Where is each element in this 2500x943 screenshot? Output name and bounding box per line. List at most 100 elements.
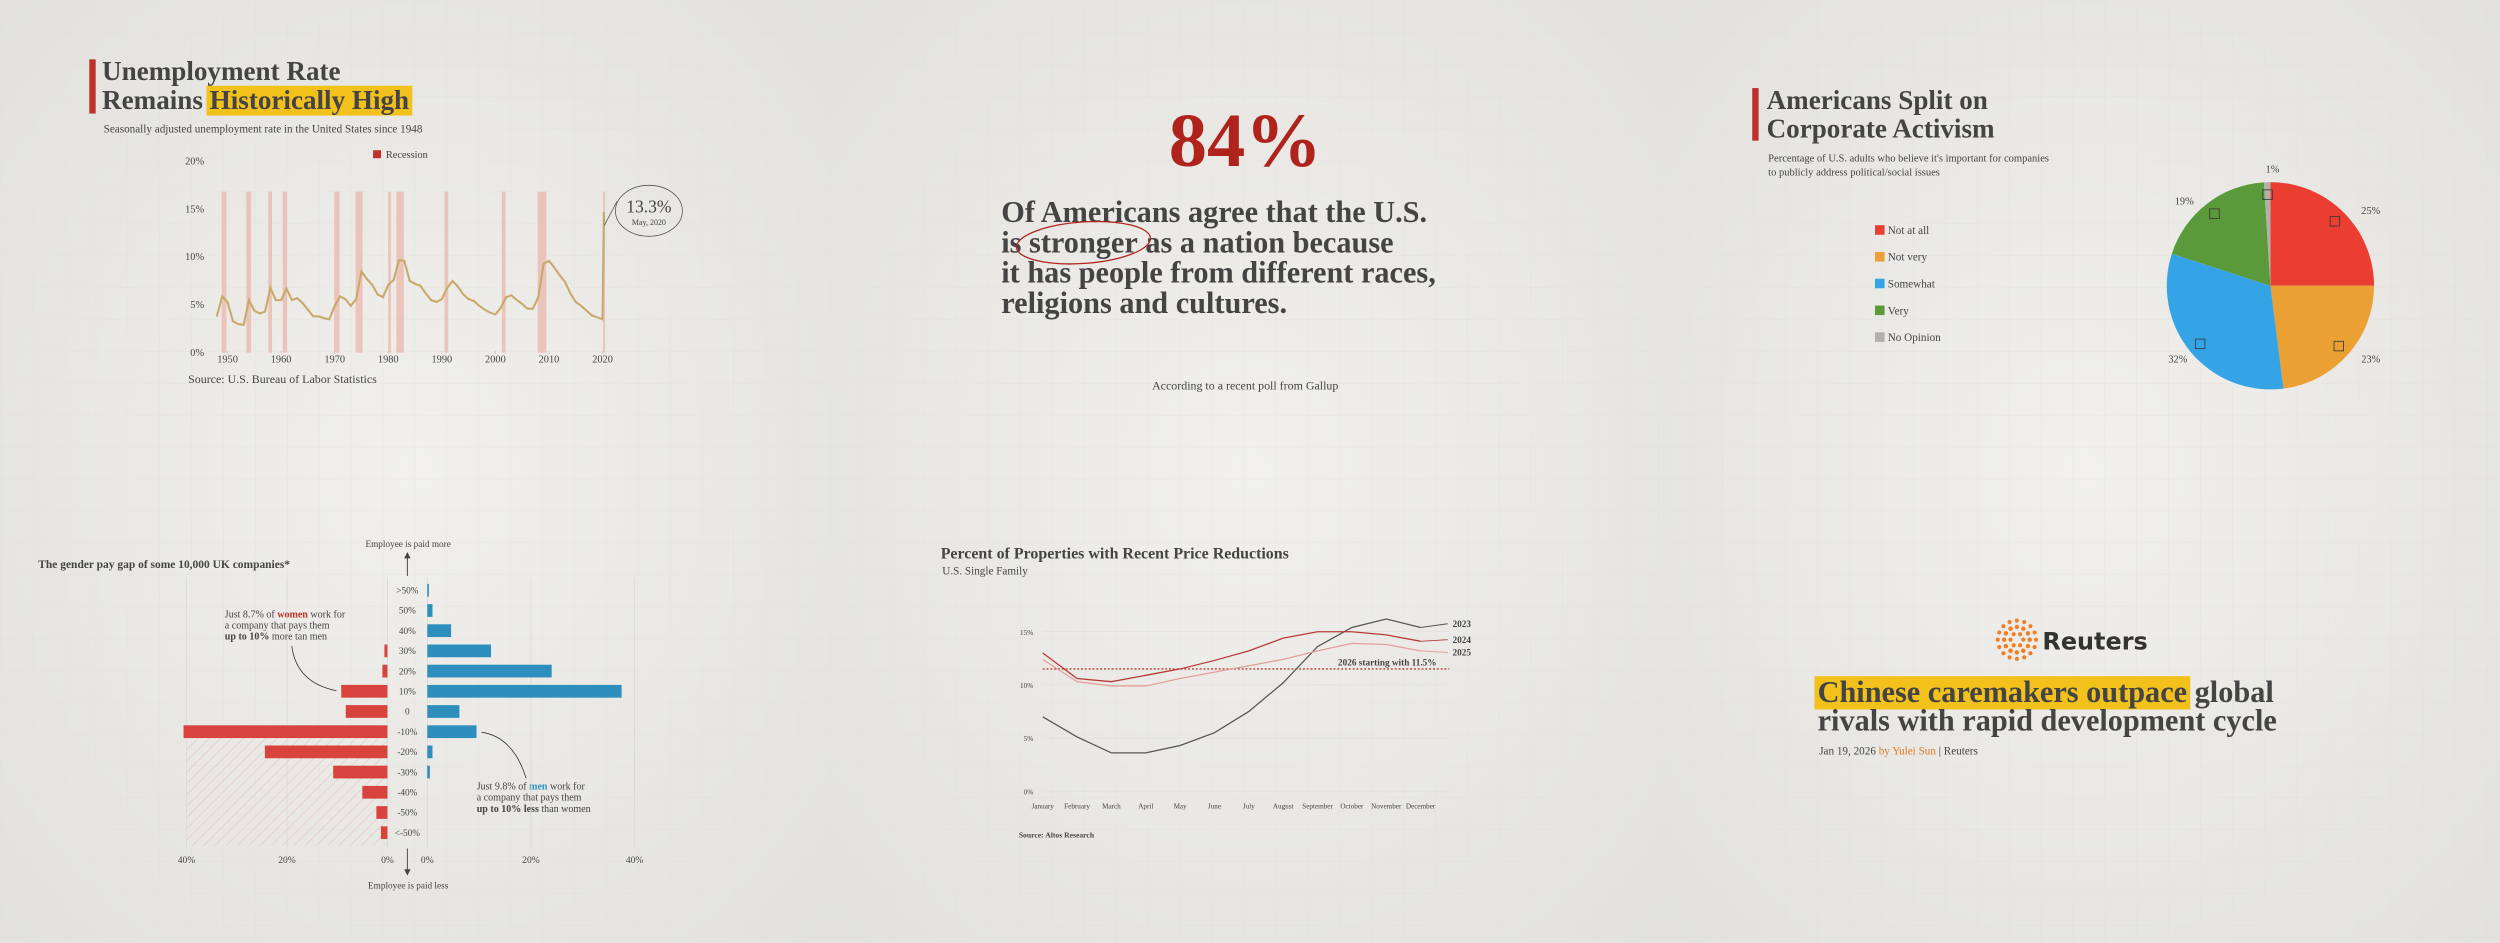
- logo-dot: [2028, 651, 2033, 656]
- quote-text: is: [1001, 225, 1021, 259]
- slice-label: 25%: [2361, 206, 2380, 217]
- brand: Reuters: [2042, 627, 2147, 655]
- annotation-value: 13.3%: [626, 196, 671, 216]
- category-label: <-50%: [395, 828, 421, 838]
- quote-text: as a nation because: [1145, 225, 1393, 259]
- x-tick-label: May: [1174, 803, 1188, 811]
- title: The gender pay gap of some 10,000 UK com…: [38, 559, 290, 571]
- logo-dot: [2007, 655, 2012, 660]
- source: Source: Altos Research: [1019, 830, 1095, 839]
- bar: [333, 765, 388, 779]
- pie-slice: [2171, 182, 2271, 286]
- logo-dot: [2003, 643, 2009, 649]
- title: Americans Split on: [1767, 85, 1988, 115]
- logo-dot: [2018, 643, 2023, 648]
- note-emphasis: women: [277, 609, 308, 620]
- title-highlight: Historically High: [210, 85, 409, 115]
- logo-dot: [2001, 651, 2006, 656]
- price-panel: Percent of Properties with Recent Price …: [941, 545, 1472, 839]
- bar: [341, 684, 388, 698]
- series-label: 2023: [1452, 619, 1471, 629]
- series-tail: [1420, 623, 1448, 628]
- annotation-circle: [615, 184, 683, 237]
- circle-mark: [1015, 220, 1152, 265]
- legend-label: Somewhat: [1888, 279, 1936, 291]
- stat: 84%: [1169, 98, 1322, 183]
- quote-panel: 84% Of Americans agree that the U.S. is …: [1001, 98, 1436, 392]
- series-tail: [1420, 650, 1448, 653]
- logo-dot: [2014, 624, 2020, 630]
- annotation-date: May, 2020: [632, 218, 666, 227]
- logo-dot: [2001, 637, 2007, 642]
- title-line: Unemployment Rate: [102, 56, 341, 86]
- legend-swatch: [1875, 251, 1885, 262]
- headline-text: global: [2195, 675, 2274, 709]
- series-label: 2025: [1452, 648, 1471, 658]
- note: up to 10% more tan men: [225, 632, 327, 643]
- headline: rivals with rapid development cycle: [1818, 704, 2277, 738]
- series-line: [1042, 631, 1421, 683]
- bar: [380, 826, 388, 840]
- y-tick-label: 10%: [1020, 682, 1033, 690]
- recession-band: [268, 191, 273, 353]
- logo-dot: [2021, 626, 2026, 631]
- legend-swatch: [1875, 278, 1885, 289]
- slice-label: 23%: [2361, 354, 2380, 365]
- legend-label: Not at all: [1888, 225, 1930, 237]
- category-label: 0: [405, 707, 410, 717]
- title: Unemployment Rate: [102, 56, 341, 86]
- note-text: work for: [550, 782, 585, 793]
- author: by Yulei Sun: [1879, 746, 1937, 758]
- bar: [427, 604, 433, 617]
- recession-band: [246, 191, 252, 353]
- bar: [362, 785, 388, 799]
- x-tick-label: 2020: [592, 354, 613, 365]
- category-label: -20%: [397, 747, 417, 757]
- label-marker: [2262, 189, 2273, 200]
- bar: [427, 644, 492, 658]
- logo-dot: [2014, 650, 2020, 655]
- data-line: [215, 212, 606, 327]
- legend-swatch: [1875, 225, 1885, 235]
- x-tick-label: 1970: [324, 354, 345, 365]
- category-label: -40%: [397, 787, 417, 797]
- arrow-head: [404, 869, 411, 876]
- note-arrow: [291, 646, 337, 692]
- logo-dot: [2014, 618, 2019, 623]
- x-tick-label: April: [1138, 803, 1153, 811]
- logo-dot: [2008, 626, 2013, 631]
- series-label: 2024: [1452, 635, 1471, 645]
- label-marker: [2209, 208, 2220, 219]
- bar: [427, 664, 552, 678]
- headline-highlight: Chinese caremakers outpace: [1818, 675, 2187, 709]
- bar: [183, 725, 388, 739]
- y-tick-label: 0%: [190, 348, 204, 359]
- note-text: than women: [541, 804, 590, 815]
- highlight: [206, 85, 413, 116]
- bar: [427, 725, 477, 739]
- top-label: Employee is paid more: [365, 539, 450, 549]
- x-tick-label: 40%: [178, 855, 196, 866]
- logo-dot: [2028, 624, 2033, 629]
- y-tick-label: 15%: [1020, 629, 1033, 637]
- title: Corporate Activism: [1767, 113, 1995, 143]
- article-panel: Reuters Chinese caremakers outpace globa…: [1814, 618, 2277, 758]
- note-emphasis: up to 10% less: [477, 804, 539, 815]
- logo-dot: [2022, 655, 2027, 660]
- x-tick-label: 1960: [271, 354, 292, 365]
- subtitle: U.S. Single Family: [942, 565, 1028, 577]
- category-label: 40%: [399, 626, 416, 636]
- pie-slice: [2263, 182, 2271, 286]
- logo-dot: [1997, 630, 2002, 635]
- note-text: more tan men: [272, 632, 327, 643]
- x-tick-label: 20%: [278, 855, 296, 866]
- recession-band: [501, 191, 506, 353]
- y-tick-label: 15%: [185, 204, 204, 215]
- logo-dot: [2021, 648, 2026, 653]
- title: Remains Historically High: [102, 85, 409, 115]
- bottom-label: Employee is paid less: [368, 880, 449, 890]
- bar: [427, 705, 460, 718]
- logo-dot: [2011, 632, 2016, 637]
- quote-line: is stronger as a nation because: [1001, 225, 1393, 259]
